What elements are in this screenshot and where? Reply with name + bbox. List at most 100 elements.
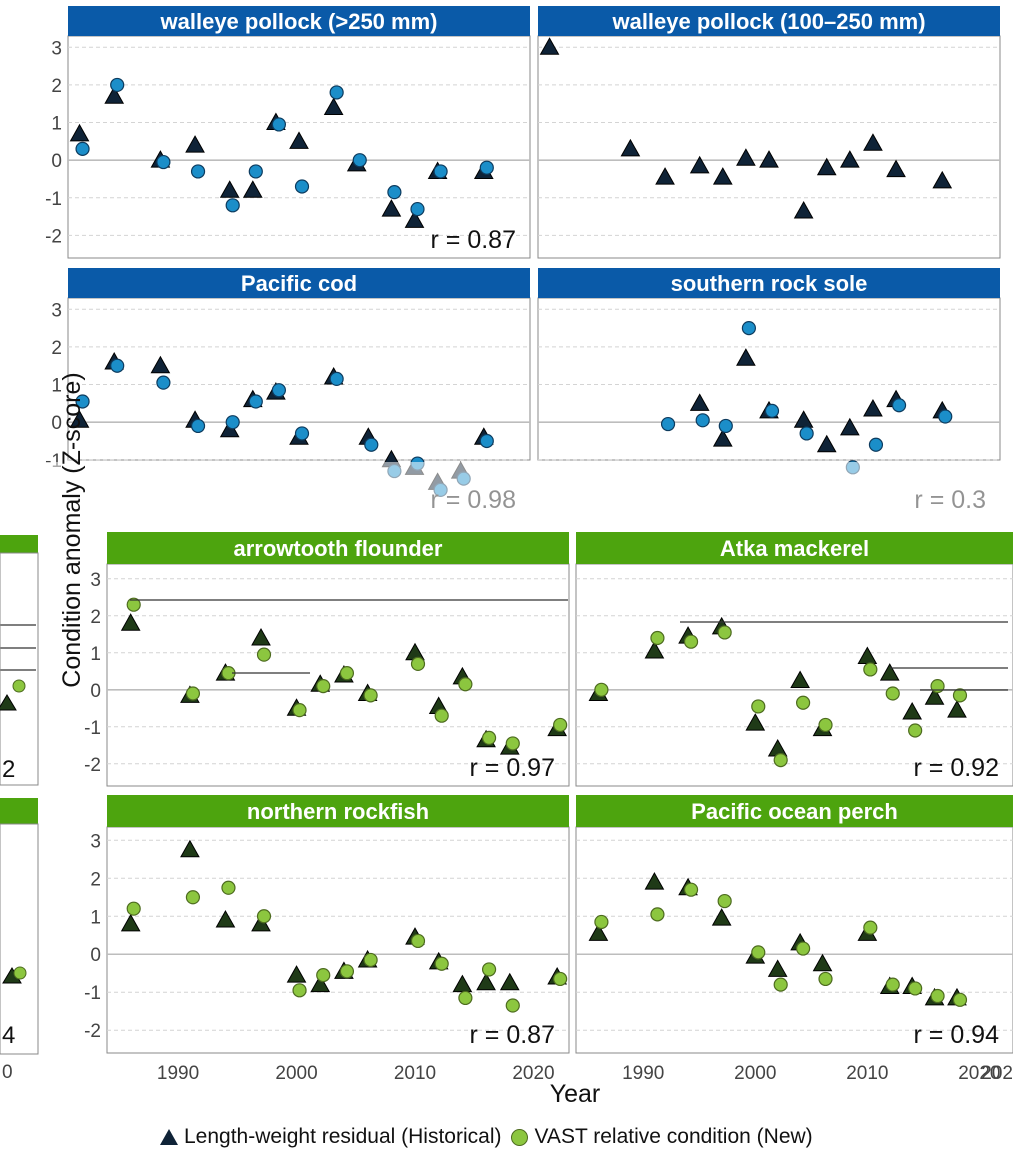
new-point	[339, 666, 355, 681]
panel-frame	[537, 297, 1001, 461]
historical-point	[476, 972, 496, 991]
panel-frame	[537, 35, 1001, 259]
new-point	[434, 956, 449, 971]
new-point	[221, 880, 236, 895]
new-point	[751, 699, 766, 714]
new-point	[650, 630, 665, 646]
new-point	[594, 914, 609, 930]
historical-point	[242, 180, 263, 198]
historical-point	[69, 123, 90, 142]
strip	[576, 532, 1013, 564]
new-point	[481, 962, 497, 977]
new-point	[818, 717, 833, 733]
new-point	[75, 394, 90, 409]
new-point	[110, 358, 125, 373]
new-point	[553, 717, 568, 733]
x-tick-label: 2020	[512, 1063, 554, 1084]
new-point	[885, 686, 900, 701]
y-tick-label: -1	[45, 189, 62, 210]
partial-point-1	[0, 694, 17, 711]
correlation-label: r = 0.92	[914, 754, 999, 782]
new-point	[458, 990, 473, 1006]
new-point	[908, 723, 923, 738]
historical-point	[863, 133, 883, 151]
historical-point	[793, 200, 814, 219]
partial-r-label-2: 4	[2, 1022, 15, 1049]
panel-title: Pacific cod	[241, 271, 357, 296]
new-point	[185, 890, 201, 905]
strip	[538, 6, 1000, 36]
historical-point	[180, 839, 200, 858]
new-point	[952, 688, 968, 703]
y-tick-label: 0	[90, 681, 101, 702]
historical-point	[323, 97, 344, 115]
new-point	[885, 977, 900, 992]
y-tick-label: 2	[90, 607, 101, 628]
new-point	[938, 409, 953, 424]
y-tick-label: 3	[90, 570, 101, 591]
new-point	[329, 371, 344, 386]
new-point	[294, 426, 310, 441]
historical-point	[839, 417, 860, 436]
new-point	[741, 321, 757, 336]
new-point	[271, 117, 286, 132]
new-point	[256, 909, 272, 924]
panel: arrowtooth flounder 3 2 1 0 -1 -2 r = 0.97	[84, 532, 570, 787]
y-tick-label: 0	[90, 945, 101, 966]
new-point	[796, 941, 811, 956]
strip	[68, 268, 530, 298]
historical-point	[924, 687, 945, 705]
historical-point	[219, 180, 240, 198]
new-point	[292, 983, 307, 998]
partial-panel-2	[0, 823, 39, 1055]
x-tick-label: 2000	[275, 1063, 317, 1084]
partial-strip-2	[0, 798, 38, 824]
new-point	[225, 198, 240, 213]
new-point	[863, 920, 878, 935]
panel: northern rockfish 3 2 1 0 -1 -2 1990 2000 2010 202…	[84, 795, 570, 1084]
new-point	[930, 678, 945, 694]
new-point	[248, 164, 263, 179]
panel-title: northern rockfish	[247, 799, 429, 824]
historical-point	[711, 908, 732, 926]
new-point	[75, 141, 90, 156]
y-tick-label: 3	[90, 831, 101, 852]
new-point	[718, 418, 733, 434]
new-point	[410, 933, 426, 949]
y-tick-label: -1	[84, 718, 101, 739]
new-point	[799, 426, 814, 441]
new-point	[434, 708, 449, 723]
historical-point	[286, 965, 307, 983]
historical-point	[539, 37, 560, 55]
historical-point	[150, 355, 171, 374]
y-tick-label: 2	[51, 76, 62, 97]
historical-point	[289, 131, 309, 149]
historical-point	[790, 670, 810, 689]
historical-point	[759, 150, 779, 168]
new-point	[505, 998, 520, 1013]
new-point	[410, 656, 426, 672]
new-point	[683, 882, 699, 897]
y-tick-label: -2	[84, 755, 101, 776]
partial-point-2	[12, 679, 26, 693]
new-point	[339, 964, 355, 979]
historical-point	[104, 86, 125, 104]
legend: Length-weight residual (Historical) VAST…	[160, 1122, 813, 1152]
new-point	[352, 153, 367, 168]
new-point	[764, 403, 780, 418]
panel-frame	[106, 563, 570, 787]
strip	[107, 532, 569, 564]
historical-point	[310, 974, 331, 993]
new-point	[908, 981, 923, 996]
chart-panels: walleye pollock (>250 mm) 3 2 1 0 -1 -2 r = 0.8…	[0, 6, 1013, 1084]
new-point	[292, 703, 307, 718]
x-tick-label: 1990	[157, 1063, 199, 1084]
partial-point-4	[13, 966, 27, 980]
panel-title: Atka mackerel	[720, 536, 869, 561]
new-point	[387, 185, 402, 200]
new-point	[952, 992, 968, 1007]
historical-point	[644, 872, 665, 890]
historical-point	[736, 348, 756, 366]
correlation-label: r = 0.87	[470, 1021, 555, 1049]
new-point	[271, 383, 286, 398]
